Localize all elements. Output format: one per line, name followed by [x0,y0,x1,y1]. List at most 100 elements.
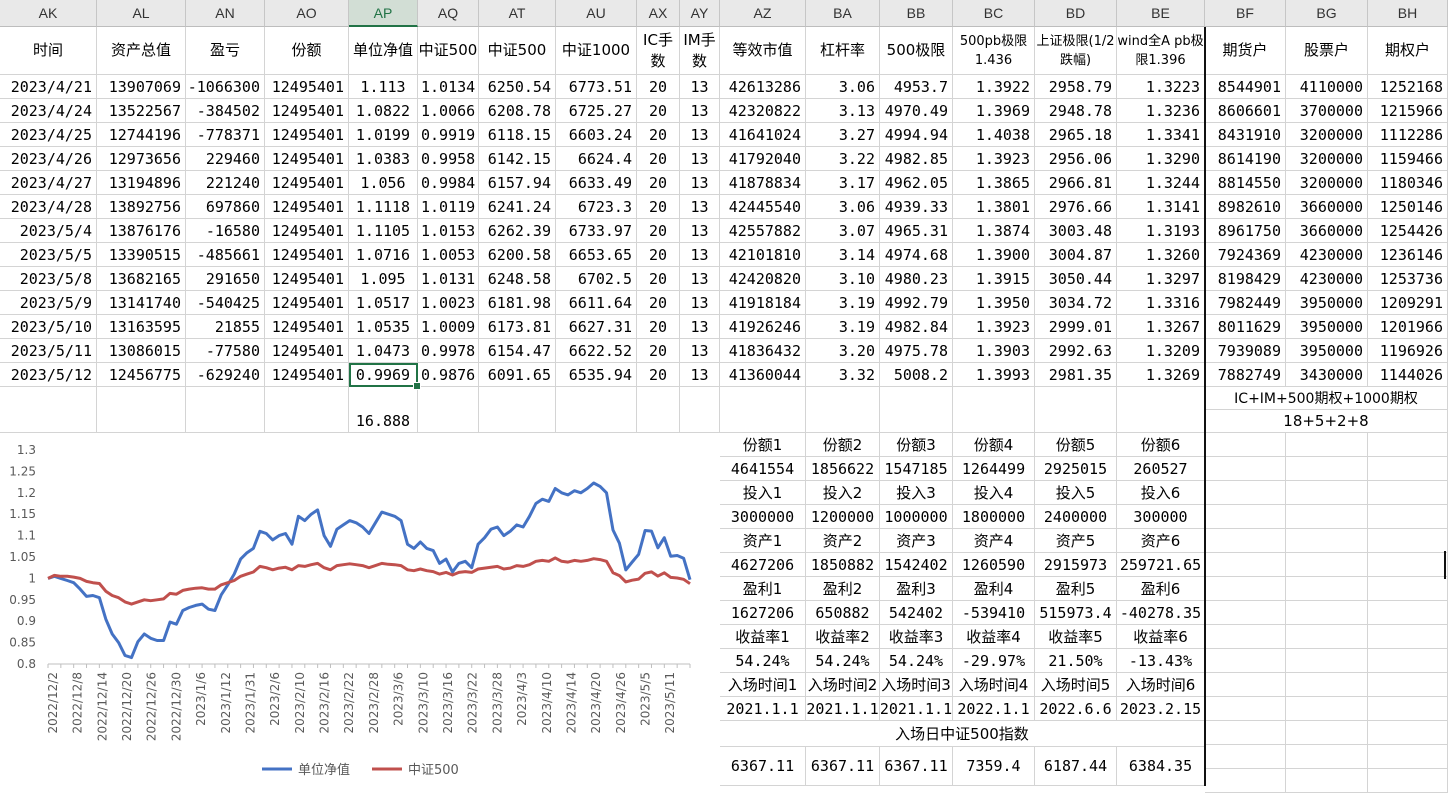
data-cell[interactable]: 13 [680,75,720,99]
side-table-cell[interactable]: 入场时间4 [953,673,1035,697]
data-cell[interactable]: 13522567 [97,99,186,123]
empty-cell[interactable] [1205,769,1286,793]
data-cell[interactable]: 8011629 [1205,315,1286,339]
data-cell[interactable]: 1.0822 [349,99,418,123]
data-cell[interactable]: 4975.78 [880,339,953,363]
data-cell[interactable]: 2956.06 [1035,147,1117,171]
header-cell-bh[interactable]: 期权户 [1368,27,1448,75]
data-cell[interactable]: 1.3341 [1117,123,1205,147]
data-cell[interactable]: 1.0383 [349,147,418,171]
column-header-at[interactable]: AT [479,0,556,27]
column-header-bd[interactable]: BD [1035,0,1117,27]
column-header-ak[interactable]: AK [0,0,97,27]
side-table-cell[interactable]: 投入5 [1035,481,1117,505]
entry-index-value[interactable]: 6384.35 [1117,747,1205,786]
data-cell[interactable]: 1.3969 [953,99,1035,123]
entry-index-value[interactable]: 6367.11 [806,747,880,786]
side-table-cell[interactable]: 入场时间5 [1035,673,1117,697]
data-cell[interactable]: 3200000 [1286,171,1368,195]
empty-cell[interactable] [186,387,265,433]
column-header-ax[interactable]: AX [637,0,680,27]
entry-index-value[interactable]: 7359.4 [953,747,1035,786]
data-cell[interactable]: 0.9876 [418,363,479,387]
side-table-cell[interactable]: 1850882 [806,553,880,577]
data-cell[interactable]: 12495401 [265,291,349,315]
side-table-cell[interactable]: 资产5 [1035,529,1117,553]
data-cell[interactable]: 13390515 [97,243,186,267]
data-cell[interactable]: 1.0023 [418,291,479,315]
side-table-cell[interactable]: 21.50% [1035,649,1117,673]
data-cell[interactable]: -629240 [186,363,265,387]
data-cell[interactable]: 1.0517 [349,291,418,315]
empty-cell[interactable] [1368,697,1448,721]
data-cell[interactable]: 12495401 [265,243,349,267]
data-cell[interactable]: 3.13 [806,99,880,123]
data-cell[interactable]: 3660000 [1286,219,1368,243]
side-table-cell[interactable]: 1200000 [806,505,880,529]
data-cell[interactable]: 6142.15 [479,147,556,171]
data-cell[interactable]: 6611.64 [556,291,637,315]
data-cell[interactable]: 6250.54 [479,75,556,99]
data-cell[interactable]: 1.3316 [1117,291,1205,315]
data-cell[interactable]: 7882749 [1205,363,1286,387]
data-cell[interactable]: 41836432 [720,339,806,363]
data-cell[interactable]: 3003.48 [1035,219,1117,243]
empty-cell[interactable] [265,387,349,433]
empty-cell[interactable] [1368,481,1448,505]
data-cell[interactable]: 41878834 [720,171,806,195]
data-cell[interactable]: 0.9969 [349,363,418,387]
empty-cell[interactable] [1205,673,1286,697]
header-cell-ak[interactable]: 时间 [0,27,97,75]
side-table-cell[interactable]: 1542402 [880,553,953,577]
data-cell[interactable]: 1.0131 [418,267,479,291]
data-cell[interactable]: 6624.4 [556,147,637,171]
data-cell[interactable]: 697860 [186,195,265,219]
empty-cell[interactable] [1205,433,1286,457]
data-cell[interactable]: 3.07 [806,219,880,243]
data-cell[interactable]: 12495401 [265,147,349,171]
data-cell[interactable]: 1.3260 [1117,243,1205,267]
side-table-cell[interactable]: 2023.2.15 [1117,697,1205,721]
side-table-cell[interactable]: 259721.65 [1117,553,1205,577]
data-cell[interactable]: 1.056 [349,171,418,195]
data-cell[interactable]: 1.0153 [418,219,479,243]
column-header-bc[interactable]: BC [953,0,1035,27]
data-cell[interactable]: 6208.78 [479,99,556,123]
header-cell-ax[interactable]: IC手数 [637,27,680,75]
data-cell[interactable]: 1.3874 [953,219,1035,243]
data-cell[interactable]: 3.20 [806,339,880,363]
data-cell[interactable]: 13194896 [97,171,186,195]
data-cell[interactable]: 6633.49 [556,171,637,195]
column-header-ba[interactable]: BA [806,0,880,27]
data-cell[interactable]: 1.0199 [349,123,418,147]
empty-cell[interactable] [1286,697,1368,721]
empty-cell[interactable] [1286,577,1368,601]
data-cell[interactable]: 41641024 [720,123,806,147]
header-cell-ao[interactable]: 份额 [265,27,349,75]
data-cell[interactable]: 20 [637,171,680,195]
data-cell[interactable]: 2023/5/11 [0,339,97,363]
side-table-cell[interactable]: 收益率4 [953,625,1035,649]
data-cell[interactable]: 2023/5/4 [0,219,97,243]
side-table-cell[interactable]: 资产4 [953,529,1035,553]
side-table-cell[interactable]: 4627206 [720,553,806,577]
data-cell[interactable]: 7982449 [1205,291,1286,315]
data-cell[interactable]: 1.0066 [418,99,479,123]
data-cell[interactable]: 1.3950 [953,291,1035,315]
data-cell[interactable]: 1159466 [1368,147,1448,171]
column-header-be[interactable]: BE [1117,0,1205,27]
data-cell[interactable]: 42613286 [720,75,806,99]
empty-cell[interactable] [1368,673,1448,697]
header-cell-ba[interactable]: 杠杆率 [806,27,880,75]
data-cell[interactable]: 1.3915 [953,267,1035,291]
data-cell[interactable]: 3034.72 [1035,291,1117,315]
data-cell[interactable]: 42557882 [720,219,806,243]
data-cell[interactable]: 1.3923 [953,147,1035,171]
data-cell[interactable]: 12495401 [265,219,349,243]
empty-cell[interactable] [1205,553,1286,577]
side-table-cell[interactable]: 投入4 [953,481,1035,505]
column-header-ay[interactable]: AY [680,0,720,27]
data-cell[interactable]: 12744196 [97,123,186,147]
empty-cell[interactable] [1368,553,1448,577]
data-cell[interactable]: 12495401 [265,99,349,123]
